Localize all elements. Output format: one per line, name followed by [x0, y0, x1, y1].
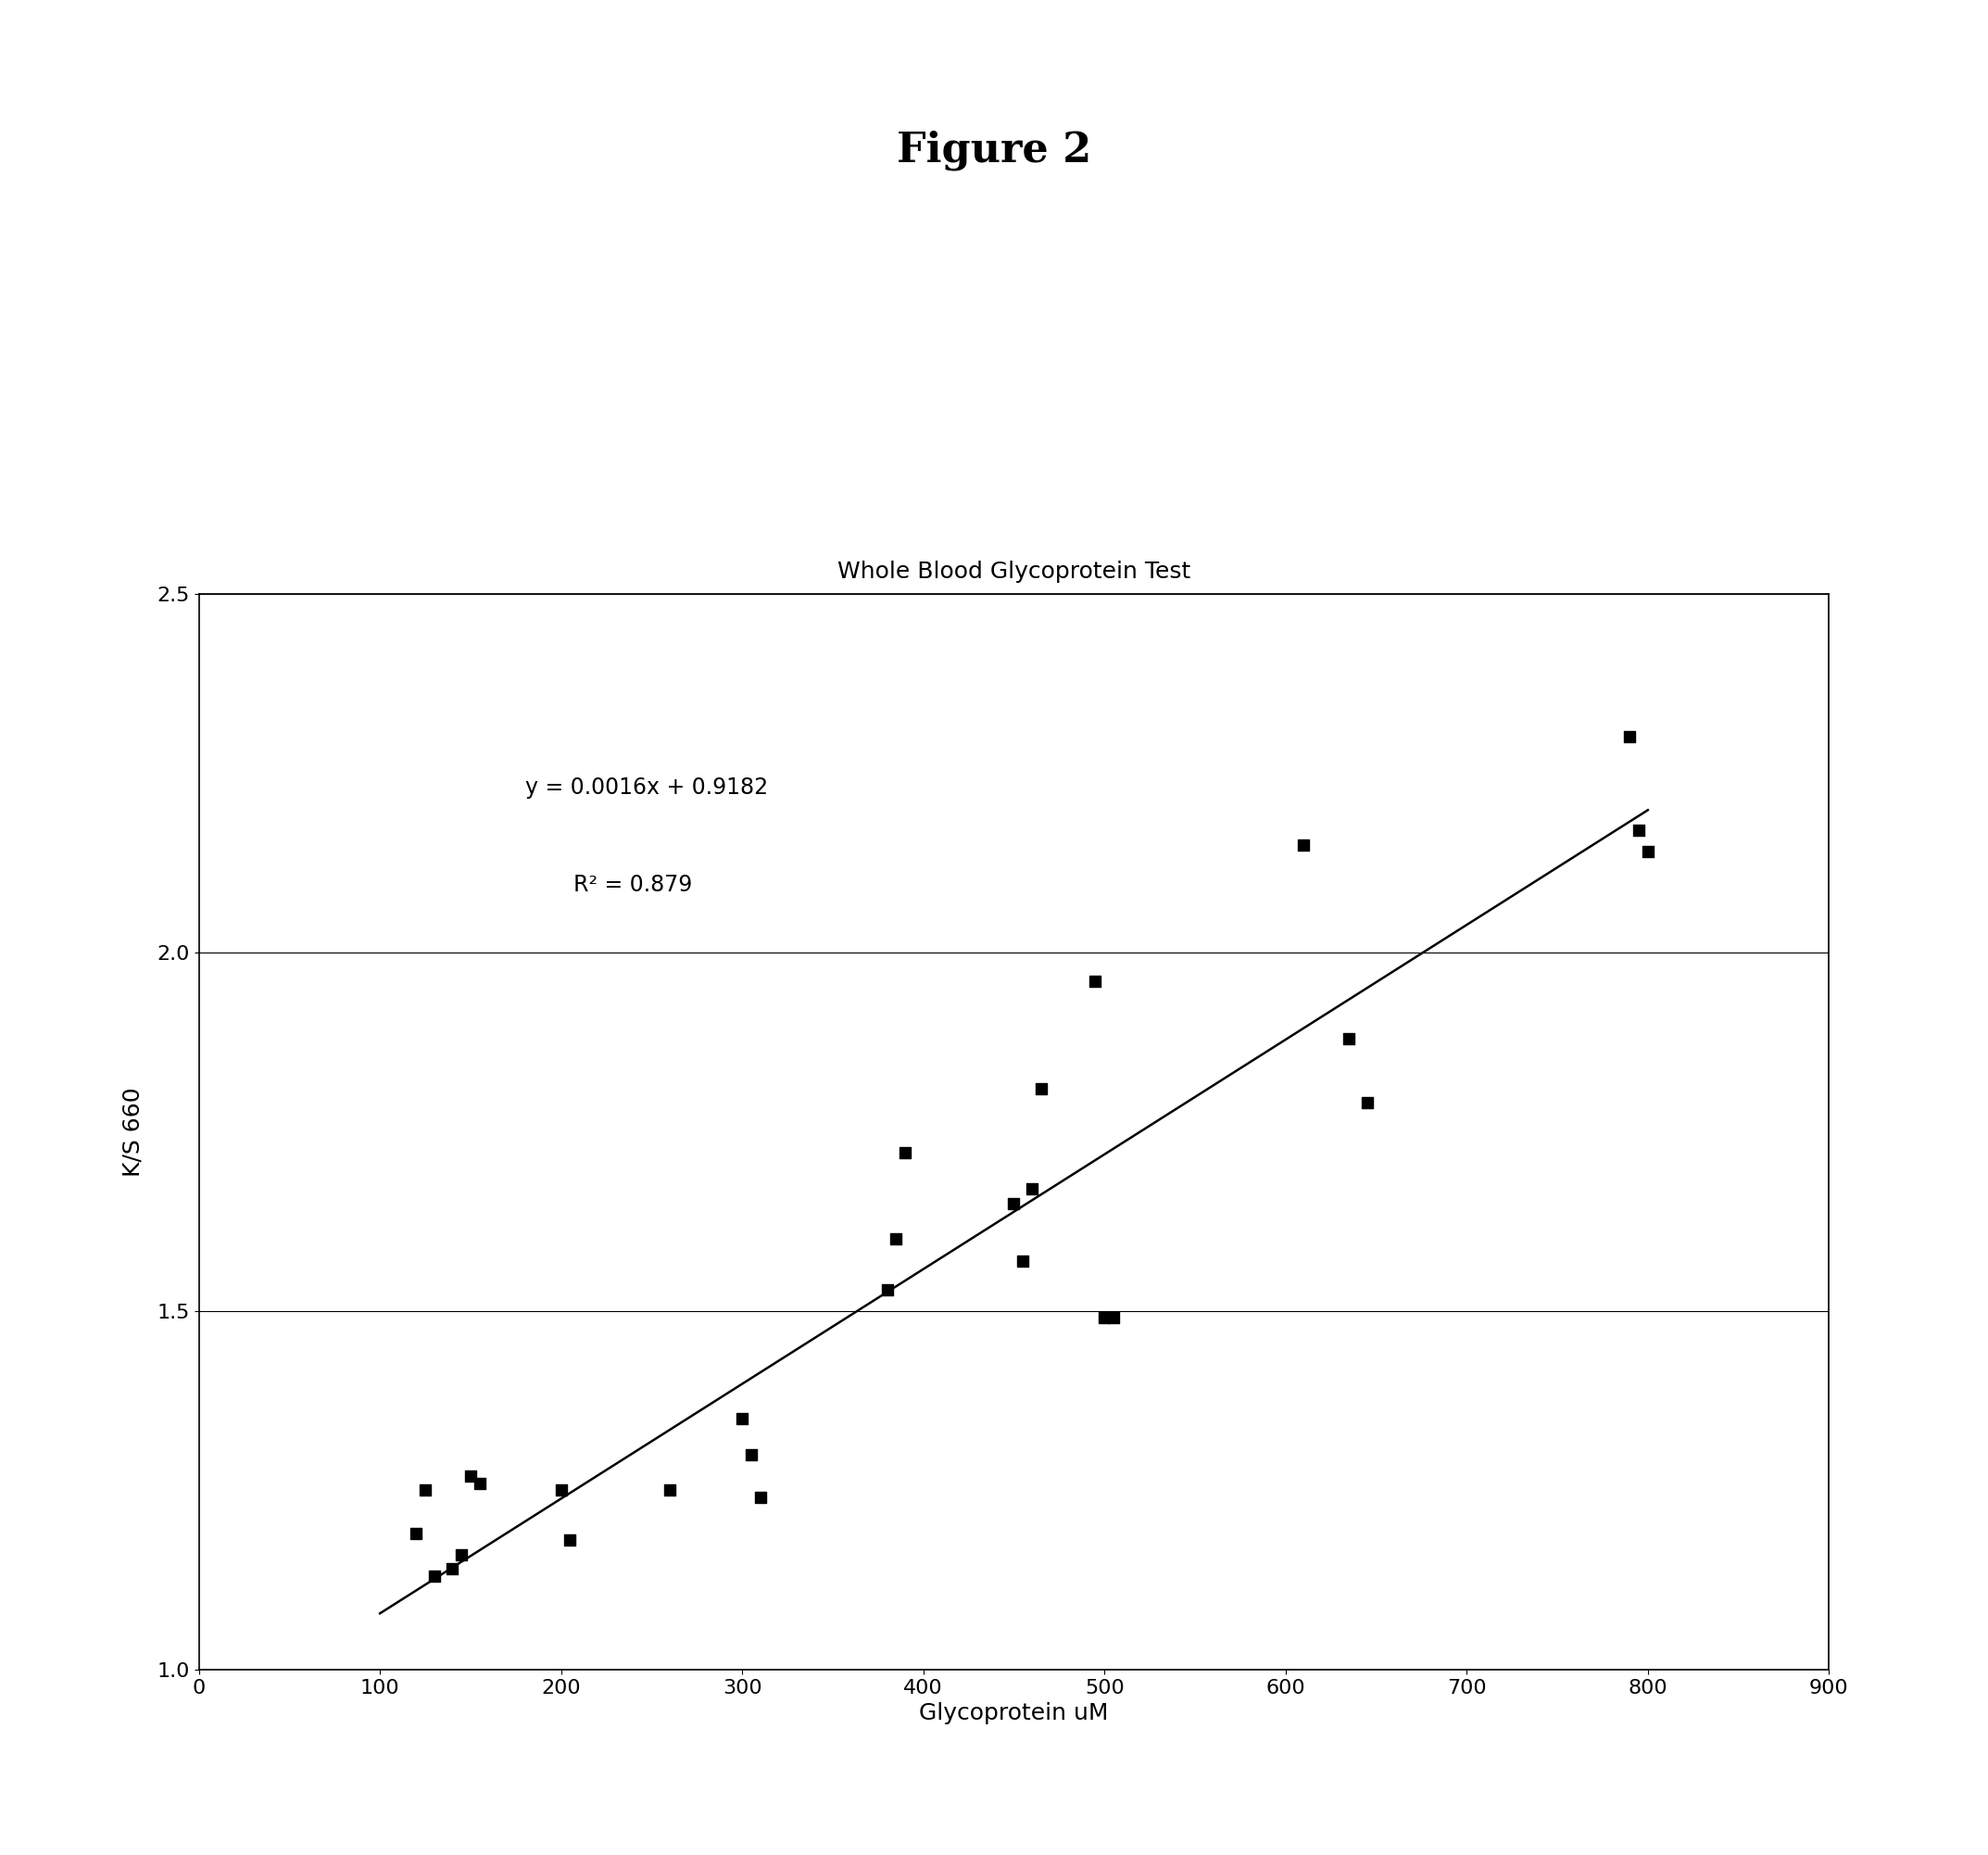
Point [736, 1439, 767, 1469]
Point [871, 1274, 903, 1304]
Point [545, 1475, 577, 1504]
Point [998, 1189, 1030, 1219]
Point [726, 1404, 757, 1434]
Point [455, 1462, 487, 1491]
Point [889, 1139, 920, 1169]
Y-axis label: K/S 660: K/S 660 [121, 1087, 145, 1176]
Text: y = 0.0016x + 0.9182: y = 0.0016x + 0.9182 [525, 777, 767, 800]
Point [744, 1482, 775, 1512]
Point [410, 1475, 441, 1504]
Point [1026, 1074, 1058, 1104]
Point [1288, 829, 1320, 859]
Point [437, 1554, 469, 1584]
Point [1089, 1304, 1121, 1334]
Title: Whole Blood Glycoprotein Test: Whole Blood Glycoprotein Test [837, 560, 1191, 582]
Point [1352, 1089, 1384, 1119]
Point [400, 1519, 431, 1549]
Point [1334, 1024, 1366, 1054]
Point [1079, 966, 1111, 996]
Point [1008, 1247, 1040, 1276]
Point [555, 1525, 586, 1554]
Point [417, 1562, 449, 1592]
Point [1097, 1304, 1129, 1334]
Point [881, 1224, 912, 1254]
Point [445, 1540, 477, 1569]
Point [463, 1467, 495, 1497]
Point [1632, 837, 1664, 866]
Text: Figure 2: Figure 2 [897, 130, 1091, 171]
Point [1614, 722, 1646, 751]
Point [1016, 1174, 1048, 1204]
Text: R² = 0.879: R² = 0.879 [575, 874, 692, 896]
Point [1622, 816, 1654, 846]
Point [654, 1475, 686, 1504]
X-axis label: Glycoprotein uM: Glycoprotein uM [918, 1703, 1109, 1725]
